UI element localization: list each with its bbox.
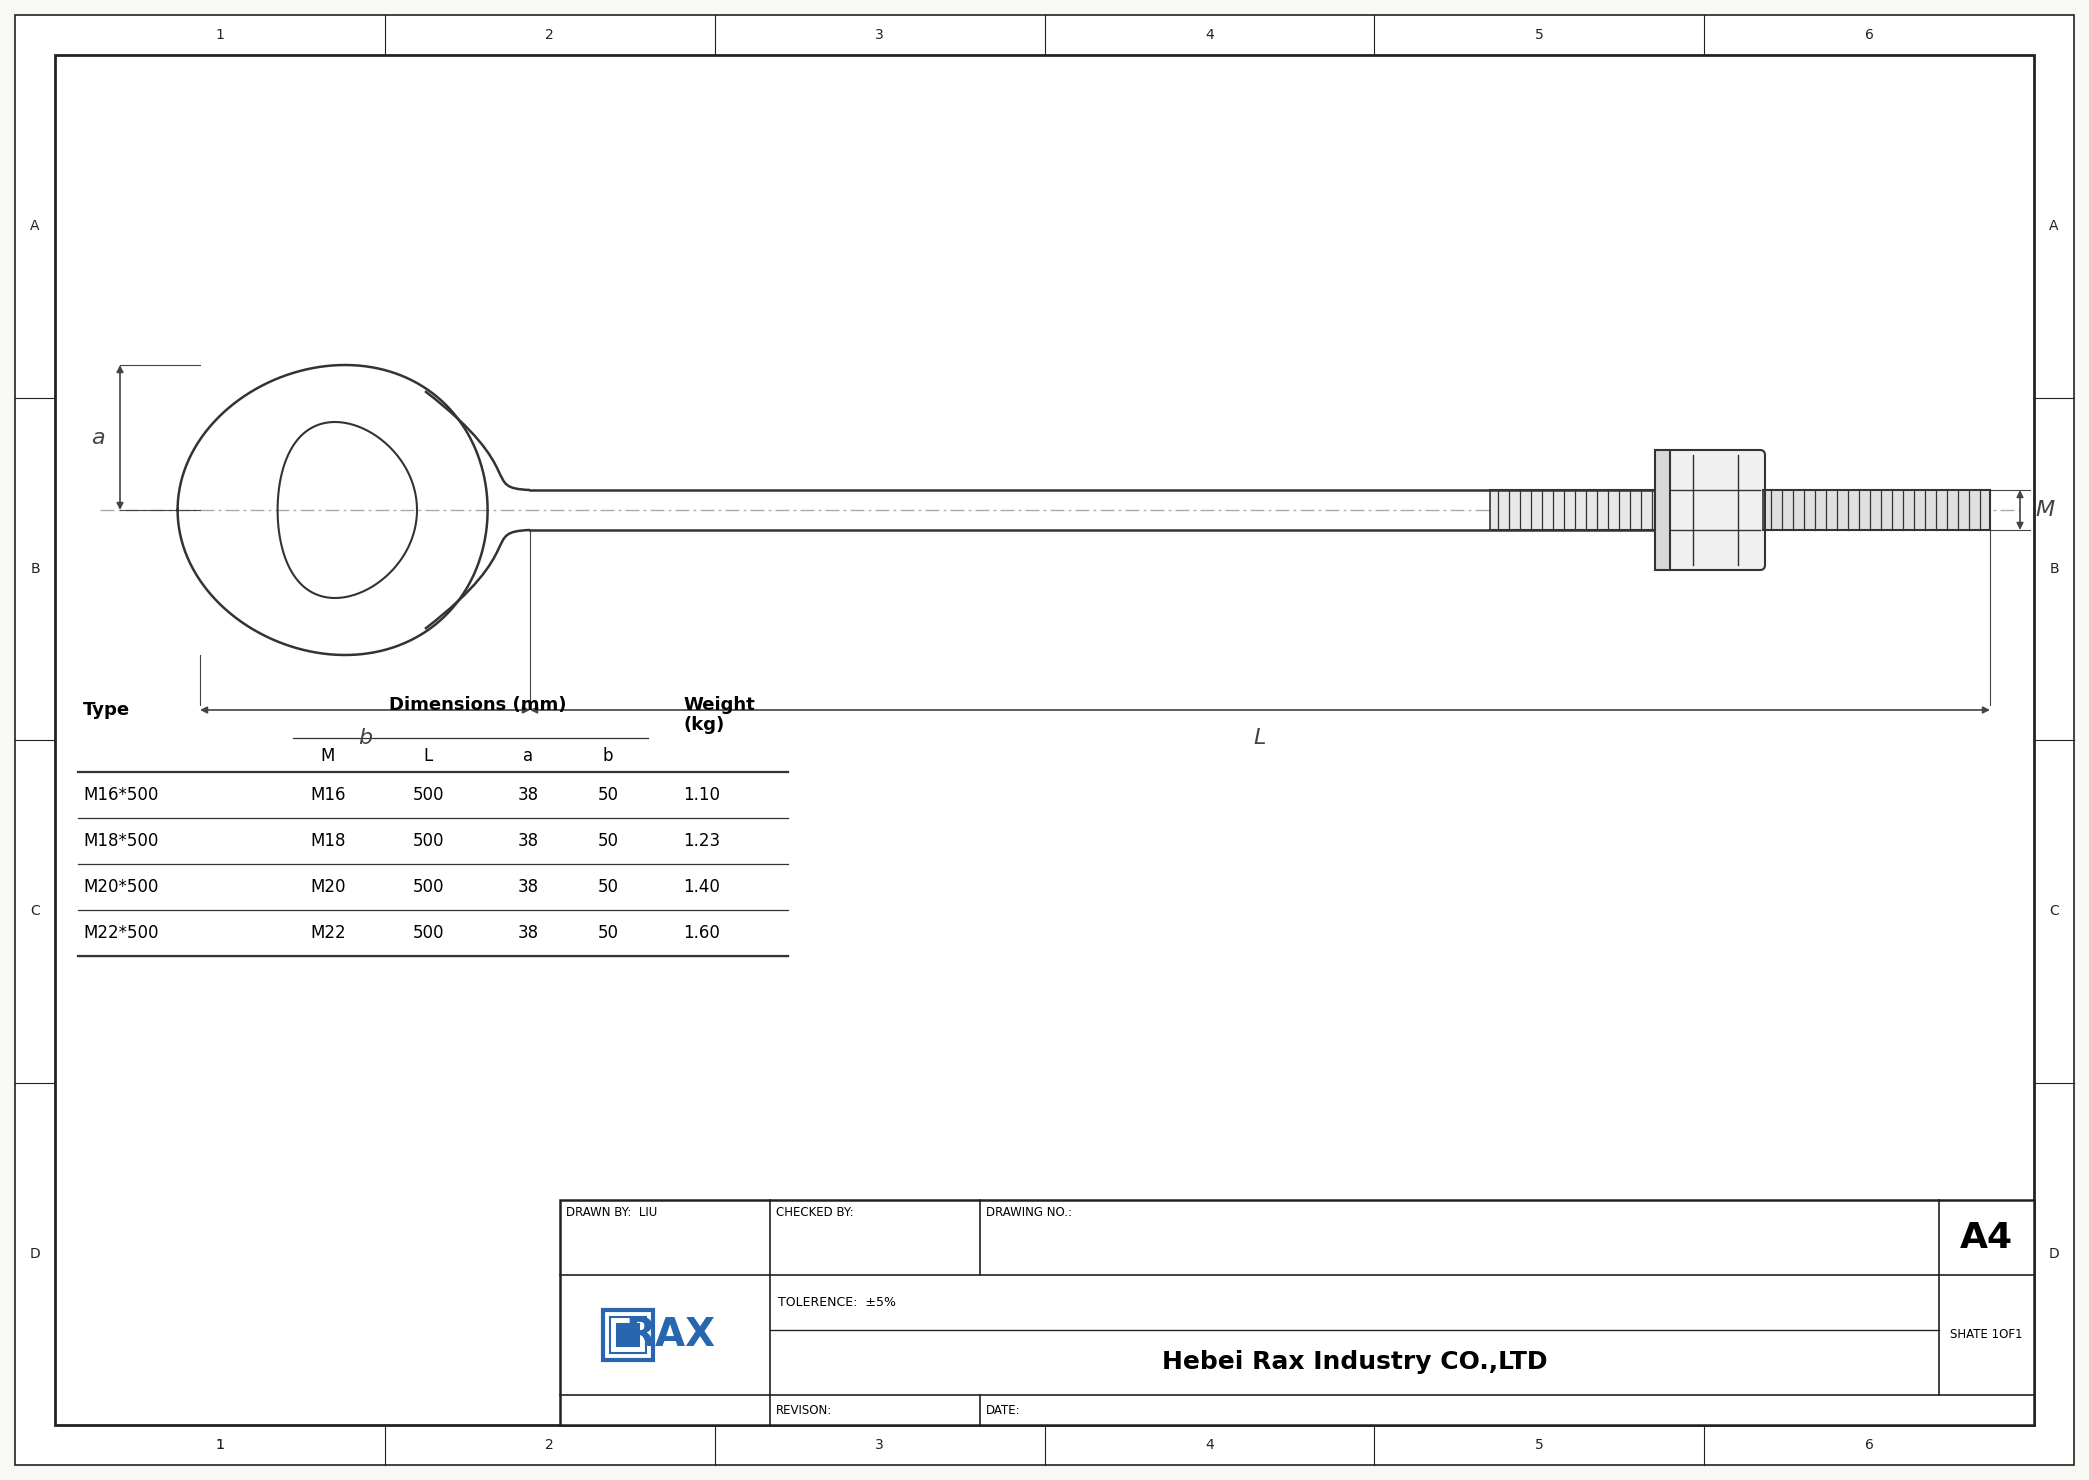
Text: 38: 38 <box>518 878 539 895</box>
Text: M18: M18 <box>311 832 347 850</box>
Text: A4: A4 <box>1959 1221 2014 1255</box>
Text: 1.60: 1.60 <box>683 924 721 941</box>
Text: M: M <box>322 747 334 765</box>
Text: 500: 500 <box>412 786 443 804</box>
Text: (kg): (kg) <box>683 716 725 734</box>
Text: 5: 5 <box>1535 1439 1544 1452</box>
Text: B: B <box>2049 562 2060 576</box>
Text: 4: 4 <box>1205 28 1214 41</box>
Text: Weight: Weight <box>683 696 754 713</box>
Bar <box>1654 450 1669 570</box>
Bar <box>1489 490 1665 530</box>
Text: C: C <box>2049 904 2060 918</box>
Text: 50: 50 <box>597 786 618 804</box>
Text: M16: M16 <box>311 786 347 804</box>
Text: A: A <box>2049 219 2060 234</box>
Text: CHECKED BY:: CHECKED BY: <box>775 1206 854 1218</box>
Text: RAX: RAX <box>625 1316 714 1354</box>
Text: M: M <box>2035 500 2056 519</box>
Text: 50: 50 <box>597 924 618 941</box>
Text: 38: 38 <box>518 832 539 850</box>
Text: L: L <box>424 747 432 765</box>
Text: 500: 500 <box>412 832 443 850</box>
Text: SHATE 1OF1: SHATE 1OF1 <box>1951 1329 2022 1341</box>
Text: D: D <box>2049 1246 2060 1261</box>
Text: 2: 2 <box>545 28 554 41</box>
Text: M16*500: M16*500 <box>84 786 159 804</box>
Text: M20*500: M20*500 <box>84 878 159 895</box>
Text: 3: 3 <box>875 28 884 41</box>
Text: Dimensions (mm): Dimensions (mm) <box>389 696 566 713</box>
Text: 1: 1 <box>215 1439 224 1452</box>
Text: b: b <box>604 747 614 765</box>
Text: 6: 6 <box>1865 28 1874 41</box>
Text: 2: 2 <box>545 1439 554 1452</box>
Text: DATE:: DATE: <box>986 1403 1022 1416</box>
Text: M18*500: M18*500 <box>84 832 159 850</box>
Bar <box>1763 490 1991 530</box>
Text: TOLERENCE:  ±5%: TOLERENCE: ±5% <box>777 1296 896 1308</box>
Text: 500: 500 <box>412 924 443 941</box>
Text: 38: 38 <box>518 924 539 941</box>
Text: 1.23: 1.23 <box>683 832 721 850</box>
Text: 3: 3 <box>875 1439 884 1452</box>
Bar <box>560 1200 2035 1425</box>
Text: B: B <box>29 562 40 576</box>
Text: 4: 4 <box>1205 1439 1214 1452</box>
Text: D: D <box>29 1246 40 1261</box>
Text: b: b <box>357 728 372 747</box>
Text: A: A <box>29 219 40 234</box>
Text: 6: 6 <box>1865 1439 1874 1452</box>
Text: Type: Type <box>84 702 130 719</box>
FancyBboxPatch shape <box>1665 450 1765 570</box>
Text: 500: 500 <box>412 878 443 895</box>
Text: DRAWING NO.:: DRAWING NO.: <box>986 1206 1072 1218</box>
Text: 50: 50 <box>597 832 618 850</box>
Text: a: a <box>522 747 533 765</box>
Text: L: L <box>1253 728 1266 747</box>
Text: 1.10: 1.10 <box>683 786 721 804</box>
Text: DRAWN BY:  LIU: DRAWN BY: LIU <box>566 1206 658 1218</box>
Bar <box>616 1325 639 1345</box>
Text: 38: 38 <box>518 786 539 804</box>
Text: a: a <box>92 428 104 447</box>
Text: 1: 1 <box>215 28 224 41</box>
Text: REVISON:: REVISON: <box>775 1403 831 1416</box>
Text: M20: M20 <box>311 878 347 895</box>
Text: M22: M22 <box>309 924 347 941</box>
Bar <box>610 1317 646 1353</box>
Text: M22*500: M22*500 <box>84 924 159 941</box>
Text: 50: 50 <box>597 878 618 895</box>
Text: 1.40: 1.40 <box>683 878 721 895</box>
Text: 1: 1 <box>215 1439 224 1452</box>
Text: 5: 5 <box>1535 28 1544 41</box>
Bar <box>604 1310 654 1360</box>
Text: C: C <box>29 904 40 918</box>
Text: Hebei Rax Industry CO.,LTD: Hebei Rax Industry CO.,LTD <box>1161 1350 1548 1375</box>
